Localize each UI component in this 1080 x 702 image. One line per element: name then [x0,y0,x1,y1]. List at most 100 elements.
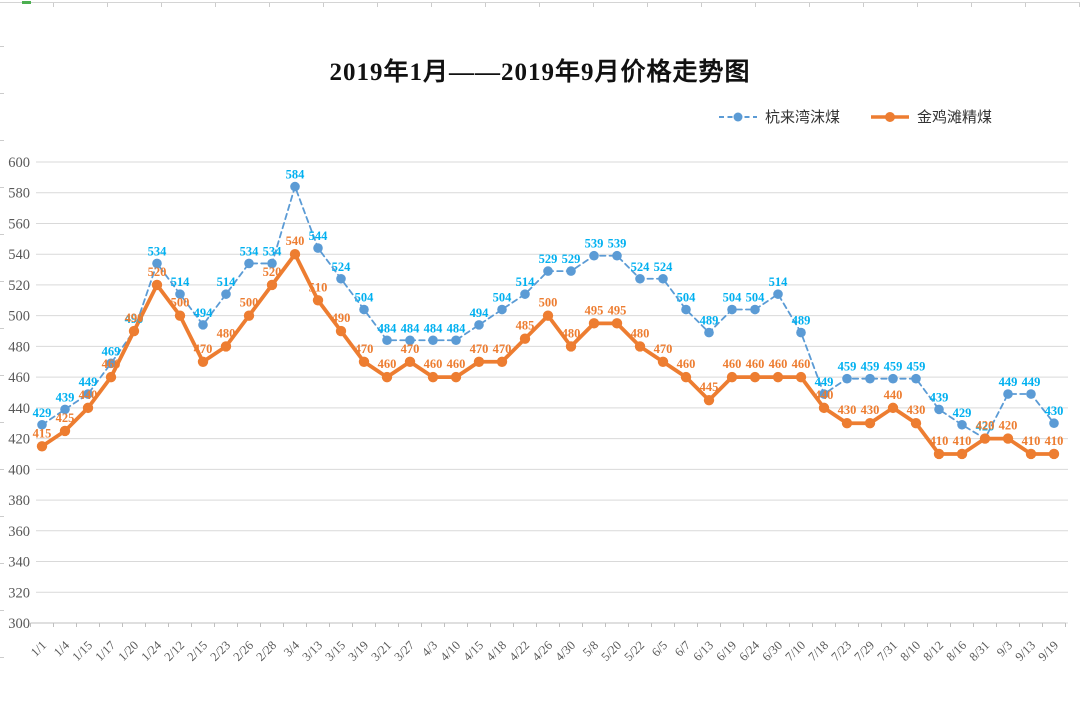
x-axis-label: 7/31 [874,638,900,664]
data-label: 470 [493,342,512,356]
data-label: 514 [171,275,191,289]
data-point [956,448,968,460]
data-point [1003,389,1013,399]
data-point [703,394,715,406]
legend-item-jinjitan: 金鸡滩精煤 [870,106,992,127]
data-label: 534 [240,244,260,258]
data-point [36,441,48,452]
data-point [243,310,255,321]
y-axis-label: 500 [8,309,30,325]
data-label: 534 [263,244,283,258]
data-label: 459 [838,360,857,374]
data-point [381,371,393,383]
data-label: 490 [332,311,351,325]
data-label: 504 [493,291,513,305]
data-label: 490 [125,311,144,325]
data-point [358,356,370,367]
data-point [1025,448,1037,460]
data-label: 460 [677,357,696,371]
data-point [450,371,462,383]
data-point [773,289,783,299]
data-point [335,325,347,337]
data-point [750,304,760,315]
data-label: 504 [677,291,697,305]
y-axis-label: 580 [8,186,30,202]
data-point [934,404,944,415]
data-point [796,327,806,338]
data-point [312,295,324,306]
data-label: 480 [631,326,650,340]
data-label: 439 [930,390,949,404]
x-axis-label: 3/19 [345,638,371,664]
sheet-edge-top-ticks [0,2,1080,8]
data-point [726,371,738,383]
data-label: 484 [378,321,398,335]
data-point [566,266,576,276]
y-axis-label: 340 [8,555,30,571]
data-label: 524 [631,260,651,274]
data-point [427,371,439,383]
x-axis-label: 4/10 [437,638,463,664]
data-label: 470 [401,342,420,356]
data-label: 500 [171,296,190,310]
data-label: 495 [608,303,627,317]
data-label: 470 [654,342,673,356]
data-point [589,250,599,261]
x-axis-label: 1/24 [138,638,164,664]
y-axis-label: 540 [8,247,30,263]
data-label: 539 [608,237,627,251]
y-axis-label: 440 [8,401,30,417]
data-label: 429 [33,406,52,420]
data-point [1049,418,1059,429]
data-label: 510 [309,280,328,294]
data-label: 540 [286,234,305,248]
data-label: 529 [539,252,558,266]
x-axis-label: 4/15 [460,638,486,664]
y-axis-label: 400 [8,462,30,478]
data-label: 584 [286,168,306,182]
data-label: 429 [953,406,972,420]
data-point [404,356,416,367]
x-axis-label: 7/18 [805,638,831,664]
data-point [910,418,922,429]
data-point [405,335,415,346]
data-point [611,318,623,329]
data-point [819,389,829,399]
x-axis-label: 8/31 [966,638,992,664]
data-label: 459 [884,360,903,374]
data-point [519,333,531,344]
data-label: 539 [585,237,604,251]
chart-title: 2019年1月——2019年9月价格走势图 [329,59,751,86]
data-label: 524 [332,260,352,274]
data-label: 520 [263,265,282,279]
x-axis-label: 6/7 [672,638,693,659]
data-point [313,243,323,253]
data-point [473,356,485,367]
x-axis-label: 1/1 [28,638,49,659]
data-label: 504 [723,291,743,305]
x-axis-label: 5/8 [580,638,601,659]
data-label: 470 [470,342,489,356]
data-point [289,249,301,260]
x-axis-label: 1/17 [92,638,118,664]
data-label: 470 [355,342,374,356]
data-point [888,373,898,384]
data-label: 440 [884,388,903,402]
data-point [772,371,784,383]
data-label: 415 [33,426,52,440]
data-label: 445 [700,380,719,394]
data-point [37,419,47,430]
legend-label: 金鸡滩精煤 [916,110,992,126]
chart-legend: 杭来湾沫煤 金鸡滩精煤 [718,106,992,127]
data-label: 494 [194,306,214,320]
data-label: 520 [148,265,167,279]
x-axis-label: 5/20 [598,638,624,664]
x-axis-label: 1/4 [51,638,73,660]
data-point [979,433,991,444]
y-axis-label: 520 [8,278,30,294]
data-label: 449 [815,375,834,389]
data-label: 460 [769,357,788,371]
data-point [1002,433,1014,444]
